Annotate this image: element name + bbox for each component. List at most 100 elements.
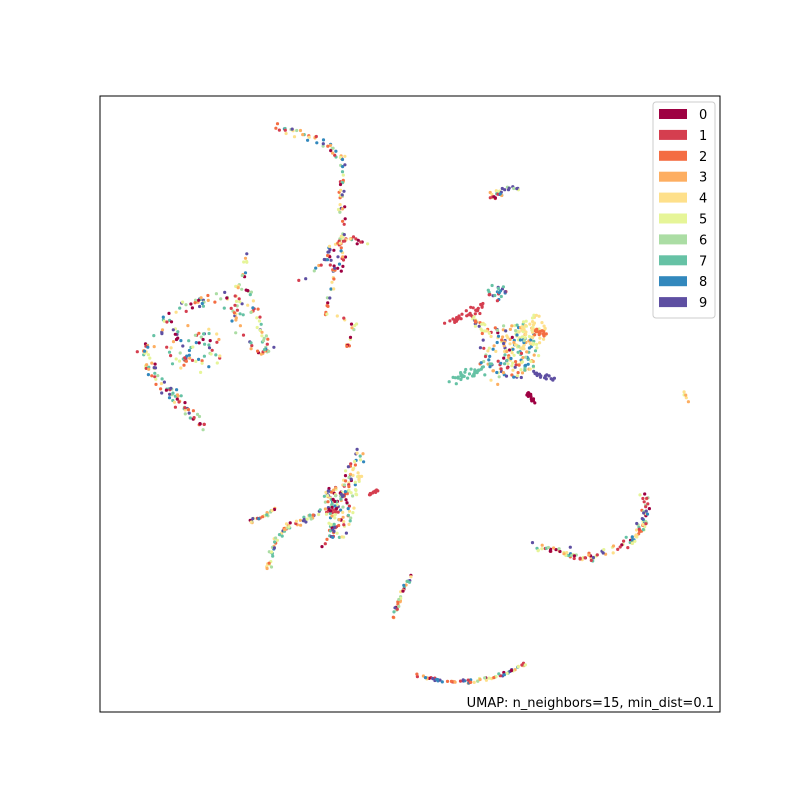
scatter-point (167, 350, 172, 354)
scatter-point (184, 359, 188, 363)
scatter-point (568, 545, 572, 549)
scatter-point (330, 505, 334, 509)
scatter-point (495, 370, 499, 375)
scatter-point (498, 192, 502, 196)
legend-swatch-3 (659, 171, 687, 182)
scatter-point (215, 340, 219, 344)
scatter-point (509, 356, 513, 361)
scatter-point (191, 409, 195, 413)
scatter-point (348, 335, 353, 339)
scatter-point (327, 244, 332, 248)
scatter-point (496, 334, 501, 338)
scatter-point (202, 354, 206, 358)
scatter-point (512, 186, 516, 191)
scatter-point (197, 331, 201, 335)
scatter-point (339, 188, 343, 192)
scatter-point (327, 521, 331, 525)
scatter-point (335, 314, 339, 318)
scatter-point (188, 416, 192, 420)
scatter-point (493, 326, 497, 330)
scatter-point (499, 367, 503, 371)
scatter-point (500, 186, 504, 191)
scatter-point (492, 195, 496, 199)
scatter-point (187, 411, 191, 415)
scatter-point (251, 299, 255, 303)
scatter-point (525, 350, 529, 354)
scatter-point (499, 361, 503, 365)
scatter-point (232, 311, 236, 315)
scatter-point (460, 312, 464, 316)
scatter-point (483, 354, 488, 359)
scatter-point (508, 337, 512, 342)
scatter-point (511, 368, 515, 372)
scatter-point (684, 393, 688, 397)
scatter-point (201, 337, 205, 342)
scatter-point (194, 341, 198, 345)
scatter-point (531, 364, 536, 368)
scatter-point (558, 549, 562, 554)
scatter-point (505, 366, 509, 370)
scatter-point (461, 678, 465, 682)
legend-label-6: 6 (699, 233, 707, 248)
scatter-point (347, 485, 351, 489)
legend-swatch-7 (659, 255, 687, 266)
legend-label-9: 9 (699, 296, 707, 311)
scatter-point (271, 554, 275, 558)
legend-swatch-8 (659, 276, 687, 287)
scatter-point (343, 474, 348, 478)
scatter-point (528, 342, 532, 346)
scatter-point (332, 488, 336, 492)
scatter-point (284, 131, 288, 136)
scatter-point (249, 290, 253, 294)
scatter-point (283, 128, 287, 132)
scatter-point (409, 575, 413, 579)
scatter-point (330, 280, 334, 284)
scatter-point (506, 362, 510, 366)
scatter-point (269, 565, 274, 569)
scatter-point (177, 359, 182, 363)
scatter-point (186, 324, 190, 328)
scatter-point (471, 306, 475, 310)
scatter-point (535, 346, 539, 350)
scatter-point (256, 307, 260, 311)
scatter-point (540, 543, 544, 547)
scatter-point (357, 478, 361, 482)
scatter-point (479, 302, 483, 307)
scatter-point (272, 507, 277, 512)
scatter-point (329, 149, 333, 153)
scatter-point (329, 287, 333, 291)
scatter-point (248, 293, 252, 297)
scatter-point (336, 255, 340, 259)
scatter-point (174, 337, 179, 342)
scatter-point (197, 298, 201, 302)
scatter-point (323, 542, 327, 546)
scatter-point (407, 580, 412, 584)
scatter-point (587, 553, 591, 557)
scatter-point (265, 513, 269, 517)
scatter-point (519, 351, 524, 355)
scatter-point (260, 334, 264, 338)
legend-swatch-1 (659, 129, 687, 140)
scatter-point (339, 508, 343, 512)
scatter-point (504, 374, 509, 378)
scatter-point (335, 531, 339, 535)
scatter-point (340, 207, 345, 211)
scatter-point (618, 545, 622, 549)
scatter-point (245, 259, 249, 264)
scatter-point (483, 676, 487, 680)
scatter-point (352, 506, 356, 510)
scatter-point (215, 332, 219, 336)
scatter-point (249, 347, 253, 351)
scatter-point (207, 346, 212, 350)
scatter-point (299, 523, 303, 527)
scatter-point (466, 376, 470, 380)
scatter-point (447, 380, 451, 384)
scatter-point (539, 374, 543, 378)
scatter-point (518, 338, 523, 342)
scatter-point (177, 400, 181, 404)
scatter-point (340, 157, 345, 162)
scatter-point (193, 333, 197, 337)
scatter-point (496, 382, 500, 386)
scatter-point (167, 396, 172, 400)
scatter-point (455, 316, 459, 320)
